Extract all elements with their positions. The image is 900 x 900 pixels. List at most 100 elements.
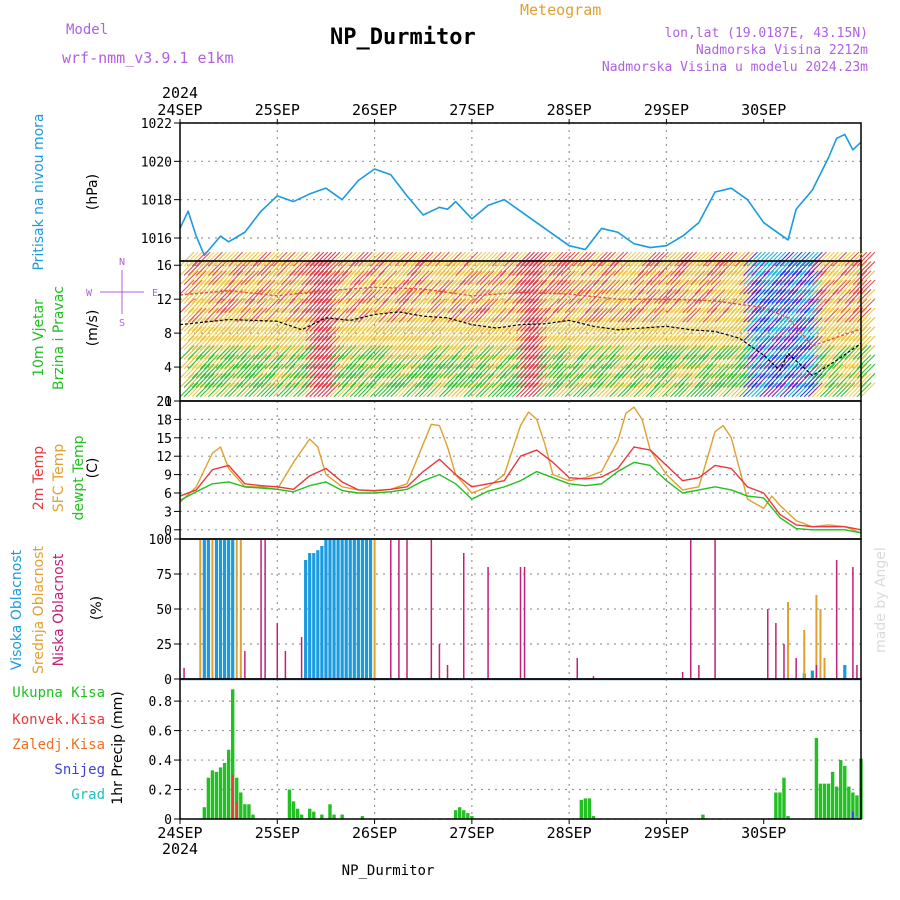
wind-barb bbox=[609, 354, 625, 370]
wind-barb bbox=[726, 289, 742, 304]
wind-barb bbox=[402, 373, 418, 388]
wind-barb bbox=[252, 279, 268, 295]
wind-barb bbox=[187, 345, 203, 360]
wind-barb bbox=[556, 279, 572, 295]
wind-barb bbox=[840, 335, 856, 351]
wind-barb bbox=[516, 335, 531, 351]
wind-barb bbox=[179, 335, 195, 351]
wind-barb bbox=[617, 261, 633, 276]
wind-barb bbox=[491, 298, 507, 314]
wind-barb bbox=[564, 307, 580, 323]
wind-barb bbox=[434, 307, 450, 323]
wind-barb bbox=[224, 251, 239, 267]
wind-barb bbox=[548, 261, 564, 276]
wind-barb bbox=[645, 354, 661, 370]
wind-barb bbox=[337, 373, 353, 388]
wind-barb bbox=[649, 279, 665, 295]
wind-barb bbox=[366, 298, 381, 314]
wind-barb bbox=[183, 270, 199, 286]
wind-barb bbox=[548, 279, 564, 295]
wind-barb bbox=[414, 270, 430, 286]
wind-barb bbox=[763, 251, 779, 267]
wind-barb bbox=[844, 354, 860, 370]
wind-barb bbox=[357, 335, 373, 351]
wind-barb bbox=[224, 279, 239, 295]
wind-barb bbox=[666, 317, 681, 332]
wind-barb bbox=[345, 373, 361, 388]
y-tick-label: 0 bbox=[164, 673, 172, 688]
wind-barb bbox=[512, 270, 527, 286]
wind-barb bbox=[568, 279, 584, 295]
wind-barb bbox=[240, 251, 256, 267]
wind-barb bbox=[341, 335, 357, 351]
wind-barb bbox=[422, 335, 438, 351]
wind-barb bbox=[840, 373, 856, 388]
wind-barb bbox=[763, 382, 779, 398]
wind-barb bbox=[410, 382, 426, 398]
wind-barb bbox=[528, 326, 543, 342]
wind-barb bbox=[649, 363, 665, 379]
wind-barb bbox=[366, 270, 381, 286]
wind-barb bbox=[390, 279, 406, 295]
wind-barb bbox=[576, 382, 592, 398]
wind-barb bbox=[289, 261, 304, 276]
wind-barb bbox=[779, 261, 795, 276]
wind-barb bbox=[285, 363, 300, 379]
wind-barb bbox=[256, 270, 272, 286]
wind-barb bbox=[556, 363, 572, 379]
wind-barb bbox=[499, 307, 515, 323]
wind-barb bbox=[507, 279, 523, 295]
wind-barb bbox=[791, 317, 807, 332]
wind-barb bbox=[426, 345, 442, 360]
wind-barb bbox=[807, 261, 823, 276]
wind-barb bbox=[195, 363, 211, 379]
wind-barb bbox=[661, 326, 677, 342]
cloud-bar bbox=[332, 539, 336, 679]
wind-barb bbox=[520, 382, 535, 398]
wind-barb bbox=[560, 251, 576, 267]
wind-barb bbox=[301, 261, 316, 276]
wind-barb bbox=[657, 289, 673, 304]
wind-barb bbox=[333, 251, 349, 267]
wind-barb bbox=[325, 363, 341, 379]
wind-barb bbox=[309, 345, 325, 360]
wind-barb bbox=[487, 279, 503, 295]
wind-barb bbox=[743, 261, 758, 276]
wind-barb bbox=[248, 298, 264, 314]
wind-barb bbox=[467, 326, 483, 342]
wind-barb bbox=[471, 373, 487, 388]
wind-barb bbox=[682, 326, 698, 342]
wind-barb bbox=[702, 279, 718, 295]
wind-barb bbox=[807, 279, 823, 295]
wind-barb bbox=[491, 270, 507, 286]
wind-barb bbox=[779, 345, 795, 360]
wind-barb bbox=[767, 335, 783, 351]
wind-barb bbox=[844, 270, 860, 286]
wind-barb bbox=[183, 345, 199, 360]
precip-bar bbox=[855, 795, 859, 819]
wind-barb bbox=[333, 289, 349, 304]
precip-bar bbox=[591, 816, 596, 819]
wind-barb bbox=[203, 251, 219, 267]
wind-barb bbox=[633, 289, 649, 304]
wind-barb bbox=[321, 373, 337, 388]
wind-barb bbox=[378, 261, 394, 276]
wind-barb bbox=[771, 298, 787, 314]
wind-barb bbox=[799, 326, 815, 342]
wind-barb bbox=[382, 298, 398, 314]
wind-barb bbox=[795, 354, 811, 370]
wind-barb bbox=[710, 261, 726, 276]
wind-barb bbox=[483, 382, 499, 398]
wind-barb bbox=[811, 382, 827, 398]
wind-barb bbox=[422, 373, 438, 388]
wind-barb bbox=[260, 382, 276, 398]
wind-barb bbox=[791, 307, 807, 323]
wind-barb bbox=[430, 317, 446, 332]
wind-barb bbox=[293, 261, 308, 276]
wind-barb bbox=[297, 382, 312, 398]
wind-barb bbox=[378, 382, 394, 398]
wind-barb bbox=[491, 363, 507, 379]
y-tick-label: 1018 bbox=[141, 194, 172, 209]
wind-barb bbox=[378, 363, 394, 379]
